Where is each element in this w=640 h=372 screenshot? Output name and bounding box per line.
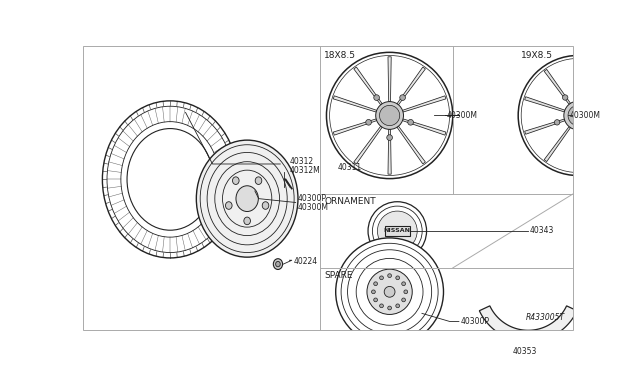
Polygon shape [397, 67, 426, 105]
Polygon shape [591, 97, 632, 112]
Text: R433005T: R433005T [526, 313, 565, 322]
Circle shape [376, 102, 403, 129]
Text: 40312M: 40312M [289, 166, 320, 176]
Circle shape [374, 298, 378, 302]
Polygon shape [525, 119, 565, 134]
Polygon shape [354, 126, 382, 164]
Circle shape [367, 269, 412, 314]
Polygon shape [586, 69, 612, 105]
Text: 18X8.5: 18X8.5 [324, 51, 356, 60]
Circle shape [564, 101, 593, 130]
Polygon shape [577, 60, 580, 101]
Text: ORNAMENT: ORNAMENT [324, 197, 376, 206]
Circle shape [596, 120, 602, 125]
FancyBboxPatch shape [385, 226, 410, 236]
Circle shape [365, 119, 371, 125]
Text: 40343: 40343 [530, 227, 554, 235]
Polygon shape [397, 126, 426, 164]
Text: SPARE: SPARE [324, 271, 353, 280]
Polygon shape [388, 57, 391, 102]
Text: 40300M: 40300M [570, 111, 601, 120]
Ellipse shape [232, 177, 239, 185]
Ellipse shape [273, 259, 283, 269]
Circle shape [336, 238, 444, 346]
Circle shape [380, 276, 383, 280]
Text: 40311: 40311 [337, 163, 362, 172]
Circle shape [380, 304, 383, 308]
Text: 40300M: 40300M [297, 203, 328, 212]
Circle shape [575, 135, 581, 140]
Ellipse shape [276, 262, 280, 267]
Circle shape [589, 95, 594, 100]
Circle shape [518, 55, 638, 176]
Circle shape [568, 105, 588, 126]
Text: 40300P: 40300P [460, 317, 490, 326]
Polygon shape [333, 96, 377, 112]
Circle shape [408, 119, 413, 125]
Text: 40300M: 40300M [447, 111, 477, 120]
Ellipse shape [255, 177, 262, 185]
Circle shape [388, 274, 392, 278]
Circle shape [374, 282, 378, 286]
Ellipse shape [262, 202, 269, 209]
Circle shape [396, 304, 399, 308]
Polygon shape [577, 130, 580, 171]
Circle shape [368, 202, 426, 260]
Ellipse shape [244, 217, 250, 225]
Circle shape [563, 95, 568, 100]
Polygon shape [544, 126, 570, 161]
Text: 19X8.5: 19X8.5 [520, 51, 552, 60]
Ellipse shape [236, 186, 259, 212]
Text: 40224: 40224 [293, 257, 317, 266]
Polygon shape [403, 96, 446, 112]
Circle shape [372, 206, 422, 256]
Circle shape [380, 105, 400, 126]
Circle shape [554, 120, 560, 125]
Circle shape [374, 95, 380, 100]
Text: NISSAN: NISSAN [384, 228, 411, 234]
Circle shape [384, 286, 395, 297]
Polygon shape [479, 306, 577, 342]
Circle shape [372, 290, 375, 294]
Polygon shape [525, 97, 565, 112]
Circle shape [404, 290, 408, 294]
Circle shape [378, 211, 417, 251]
Ellipse shape [225, 202, 232, 209]
Text: 40312: 40312 [289, 157, 314, 166]
Text: 40300P: 40300P [297, 194, 326, 203]
Polygon shape [354, 67, 382, 105]
Ellipse shape [196, 140, 298, 257]
Polygon shape [388, 129, 391, 174]
Circle shape [387, 135, 392, 140]
Text: 40353: 40353 [512, 347, 536, 356]
Polygon shape [586, 126, 612, 161]
Circle shape [388, 306, 392, 310]
Circle shape [400, 95, 405, 100]
Polygon shape [591, 119, 632, 134]
Polygon shape [403, 119, 446, 135]
Polygon shape [544, 69, 570, 105]
Circle shape [396, 276, 399, 280]
Polygon shape [333, 119, 377, 135]
Circle shape [402, 298, 406, 302]
Circle shape [326, 52, 452, 179]
Circle shape [402, 282, 406, 286]
